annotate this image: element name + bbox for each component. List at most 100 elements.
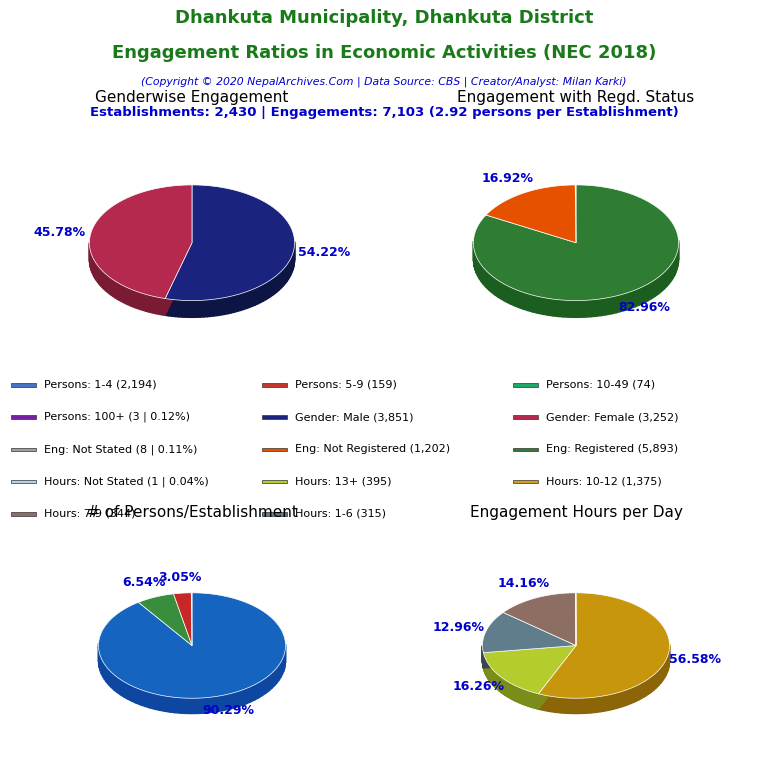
Text: 16.26%: 16.26% bbox=[453, 680, 505, 694]
Polygon shape bbox=[662, 664, 664, 681]
Polygon shape bbox=[528, 293, 532, 312]
Polygon shape bbox=[191, 698, 197, 713]
Polygon shape bbox=[505, 285, 510, 303]
Polygon shape bbox=[548, 696, 551, 712]
Polygon shape bbox=[221, 298, 224, 315]
Polygon shape bbox=[262, 678, 266, 696]
Polygon shape bbox=[280, 270, 283, 289]
Polygon shape bbox=[674, 258, 675, 278]
Polygon shape bbox=[483, 646, 576, 668]
Text: Hours: 1-6 (315): Hours: 1-6 (315) bbox=[295, 508, 386, 519]
Polygon shape bbox=[268, 280, 270, 298]
Polygon shape bbox=[119, 283, 121, 302]
Polygon shape bbox=[621, 293, 626, 312]
Polygon shape bbox=[93, 257, 94, 276]
Polygon shape bbox=[237, 293, 240, 311]
Polygon shape bbox=[475, 253, 476, 273]
Polygon shape bbox=[527, 690, 528, 706]
Polygon shape bbox=[227, 693, 233, 710]
Polygon shape bbox=[676, 253, 677, 272]
Polygon shape bbox=[132, 686, 136, 703]
Polygon shape bbox=[667, 266, 669, 286]
Polygon shape bbox=[118, 283, 119, 300]
Polygon shape bbox=[227, 296, 231, 314]
Polygon shape bbox=[596, 299, 601, 316]
Polygon shape bbox=[671, 261, 674, 281]
Polygon shape bbox=[273, 277, 275, 295]
Polygon shape bbox=[165, 185, 295, 300]
FancyBboxPatch shape bbox=[263, 480, 287, 483]
Polygon shape bbox=[212, 697, 217, 712]
Polygon shape bbox=[580, 300, 585, 317]
Polygon shape bbox=[538, 646, 576, 709]
Polygon shape bbox=[568, 698, 571, 713]
Polygon shape bbox=[514, 289, 518, 307]
Polygon shape bbox=[601, 696, 604, 712]
Polygon shape bbox=[89, 185, 192, 299]
Text: Eng: Not Registered (1,202): Eng: Not Registered (1,202) bbox=[295, 444, 450, 455]
FancyBboxPatch shape bbox=[12, 448, 36, 451]
Polygon shape bbox=[290, 257, 291, 276]
Polygon shape bbox=[528, 691, 529, 707]
Text: Persons: 100+ (3 | 0.12%): Persons: 100+ (3 | 0.12%) bbox=[44, 412, 190, 422]
Polygon shape bbox=[165, 243, 192, 316]
Polygon shape bbox=[253, 288, 255, 306]
Polygon shape bbox=[483, 646, 576, 668]
Polygon shape bbox=[136, 688, 141, 705]
FancyBboxPatch shape bbox=[263, 448, 287, 451]
Polygon shape bbox=[107, 667, 109, 685]
Polygon shape bbox=[128, 684, 132, 701]
Text: 16.92%: 16.92% bbox=[482, 172, 534, 185]
Title: # of Persons/Establishment: # of Persons/Establishment bbox=[87, 505, 297, 520]
Text: Hours: 10-12 (1,375): Hours: 10-12 (1,375) bbox=[545, 476, 661, 487]
Polygon shape bbox=[154, 694, 160, 710]
Polygon shape bbox=[118, 677, 121, 695]
Polygon shape bbox=[635, 288, 640, 306]
Polygon shape bbox=[154, 296, 157, 314]
Polygon shape bbox=[104, 664, 107, 682]
Polygon shape bbox=[473, 185, 679, 300]
Polygon shape bbox=[202, 697, 207, 713]
Polygon shape bbox=[255, 287, 258, 305]
Polygon shape bbox=[611, 694, 614, 710]
Polygon shape bbox=[183, 300, 186, 317]
Polygon shape bbox=[584, 698, 588, 713]
Polygon shape bbox=[479, 262, 482, 282]
Polygon shape bbox=[164, 696, 170, 712]
Polygon shape bbox=[287, 263, 288, 282]
Polygon shape bbox=[606, 297, 611, 315]
Polygon shape bbox=[488, 273, 492, 293]
Polygon shape bbox=[533, 693, 534, 708]
Polygon shape bbox=[180, 698, 186, 713]
Polygon shape bbox=[644, 680, 646, 697]
Polygon shape bbox=[104, 273, 106, 291]
Text: 3.05%: 3.05% bbox=[157, 571, 201, 584]
Polygon shape bbox=[128, 288, 131, 306]
Polygon shape bbox=[525, 690, 527, 706]
Polygon shape bbox=[168, 299, 172, 316]
Polygon shape bbox=[111, 672, 114, 690]
Polygon shape bbox=[661, 272, 664, 292]
Polygon shape bbox=[591, 697, 594, 713]
Polygon shape bbox=[482, 265, 484, 285]
Polygon shape bbox=[636, 684, 639, 701]
Polygon shape bbox=[145, 691, 150, 708]
Polygon shape bbox=[197, 698, 202, 713]
Polygon shape bbox=[551, 697, 554, 712]
Polygon shape bbox=[141, 690, 145, 707]
Polygon shape bbox=[558, 697, 561, 713]
Polygon shape bbox=[639, 684, 641, 700]
Polygon shape bbox=[174, 593, 192, 646]
Polygon shape bbox=[291, 255, 292, 274]
Polygon shape bbox=[124, 682, 128, 699]
FancyBboxPatch shape bbox=[513, 480, 538, 483]
Polygon shape bbox=[110, 277, 111, 295]
Polygon shape bbox=[115, 281, 118, 299]
Polygon shape bbox=[484, 268, 486, 287]
Polygon shape bbox=[519, 687, 520, 703]
Polygon shape bbox=[283, 654, 284, 671]
Polygon shape bbox=[623, 690, 625, 707]
Text: Eng: Registered (5,893): Eng: Registered (5,893) bbox=[545, 444, 677, 455]
Polygon shape bbox=[558, 300, 564, 317]
Polygon shape bbox=[108, 276, 110, 294]
